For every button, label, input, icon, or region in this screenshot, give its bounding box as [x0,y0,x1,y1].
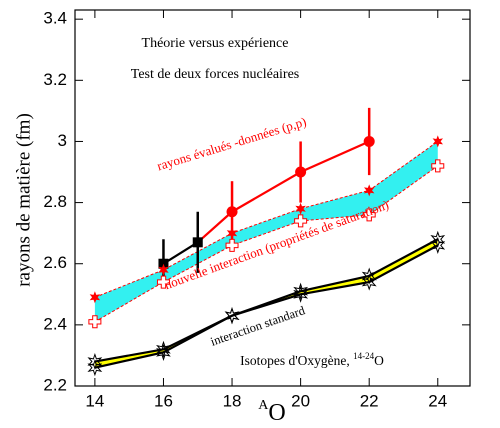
y-tick-label: 3 [58,131,67,150]
y-tick-label: 2.6 [43,253,67,272]
marker [295,166,307,178]
marker [226,227,238,240]
marker [225,238,239,252]
annotation: interaction standard [209,303,308,349]
series-line [162,241,199,265]
band [94,141,438,322]
marker [224,307,240,325]
marker [295,202,306,215]
annotation-sup: 14-24 [353,351,374,361]
x-axis-label: AO [258,398,285,425]
x-tick-label: 16 [154,391,173,410]
marker [361,273,377,291]
marker [364,184,375,197]
y-tick-label: 2.2 [43,375,67,394]
annotation: rayons évalués -données (p,p) [155,114,308,174]
marker [226,206,238,218]
series-connector [197,210,233,244]
marker [87,359,103,377]
marker [430,236,446,254]
x-tick-label: 18 [223,391,242,410]
marker [362,208,376,222]
y-tick-label: 2.8 [43,192,67,211]
series-line [94,238,439,363]
x-tick-label: 14 [85,391,104,410]
marker [432,135,443,148]
y-axis-label: rayons de matière (fm) [13,113,34,287]
marker [363,135,375,147]
x-label-text: O [268,400,285,426]
marker [294,214,308,228]
annotation-after: O [374,353,384,368]
marker [88,315,102,329]
marker [89,291,101,304]
annotation: Isotopes d'Oxygène, 14-24O [240,351,384,368]
x-label-sup: A [258,398,269,413]
x-tick-label: 24 [428,391,447,410]
marker [87,352,103,371]
marker [293,285,309,303]
series-line [94,141,439,298]
marker [156,275,170,289]
series-line [94,244,439,369]
marker [293,282,309,300]
marker [430,230,446,248]
annotation-text: Isotopes d'Oxygène, [240,353,353,368]
x-tick-label: 22 [360,391,379,410]
plot-frame [74,9,471,387]
annotation-text: interaction standard [209,303,308,349]
marker [192,237,203,248]
y-tick-label: 2.4 [43,314,67,333]
x-tick-label: 20 [291,391,310,410]
marker [158,258,169,269]
marker [156,343,171,361]
chart-subtitle: Test de deux forces nucléaires [131,67,300,82]
marker [431,159,445,173]
series-line [94,165,439,323]
chart-title: Théorie versus expérience [142,36,289,51]
annotation-text: rayons évalués -données (p,p) [155,114,308,174]
marker [158,263,169,276]
marker [156,340,171,358]
marker [361,267,377,285]
y-tick-label: 3.4 [43,9,67,28]
y-tick-label: 3.2 [43,70,67,89]
